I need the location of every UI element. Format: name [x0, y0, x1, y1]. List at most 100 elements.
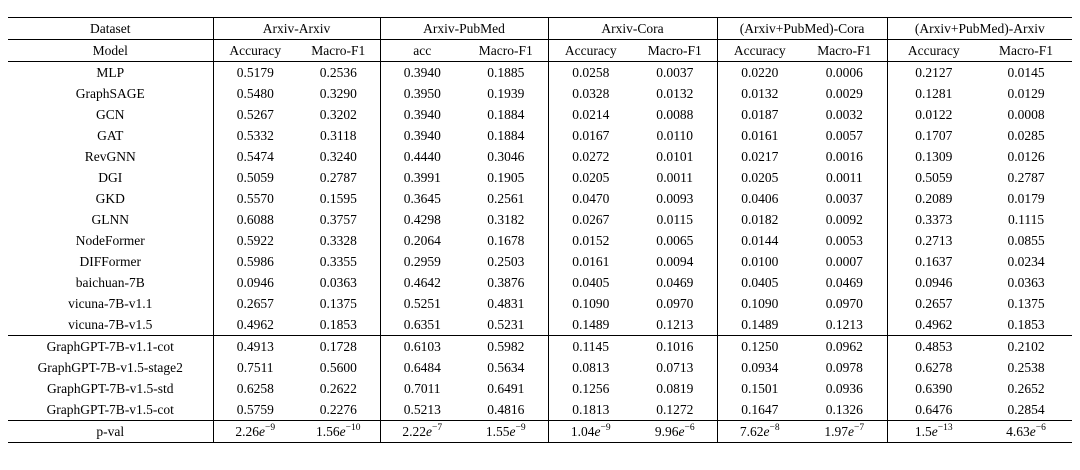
- value-cell: 0.1707: [886, 125, 981, 146]
- value-cell: 0.0978: [825, 360, 863, 375]
- value-cell: 0.4831: [487, 296, 525, 311]
- value-cell: 0.0016: [825, 149, 863, 164]
- value-cell: 0.1213: [656, 317, 694, 332]
- pval-exponent: −9: [515, 423, 526, 433]
- pval-value-cell: 2.26e−9: [212, 420, 297, 443]
- value-cell: 0.0220: [716, 61, 803, 83]
- value-cell: 0.5570: [212, 188, 297, 209]
- metric-header-cell: Macro-F1: [464, 39, 548, 62]
- table-row: baichuan-7B 0.0946 0.0363 0.4642 0.3876 0.040…: [8, 272, 1072, 293]
- value-cell: 0.1309: [886, 146, 981, 167]
- value-cell: 0.6351: [379, 314, 464, 336]
- value-cell: 0.6390: [886, 378, 981, 399]
- value-cell: 0.0037: [656, 65, 694, 80]
- value-cell: 0.0110: [656, 128, 694, 143]
- value-cell: 0.1728: [297, 335, 380, 357]
- pval-exponent: −6: [1035, 423, 1046, 433]
- value-cell: 0.0182: [716, 209, 803, 230]
- value-cell: 0.0161: [716, 125, 803, 146]
- value-cell: 0.0363: [319, 275, 357, 290]
- value-cell: 0.2713: [886, 230, 981, 251]
- pval-value-cell: 4.63e−6: [980, 420, 1073, 443]
- value-cell: 0.0819: [656, 381, 694, 396]
- value-cell: 0.0129: [1007, 86, 1045, 101]
- value-cell: 0.2102: [980, 335, 1073, 357]
- value-cell: 0.0101: [656, 149, 694, 164]
- value-cell: 0.0405: [547, 272, 633, 293]
- value-cell: 0.0132: [716, 83, 803, 104]
- value-cell: 0.0029: [825, 86, 863, 101]
- value-cell: 0.0037: [825, 191, 863, 206]
- value-cell: 0.2854: [1007, 402, 1045, 417]
- value-cell: 0.1678: [487, 233, 525, 248]
- value-cell: 0.0006: [825, 65, 863, 80]
- value-cell: 0.3645: [379, 188, 464, 209]
- model-name-cell: GLNN: [91, 212, 130, 227]
- value-cell: 0.0946: [212, 272, 297, 293]
- value-cell: 0.0088: [656, 107, 694, 122]
- value-cell: 0.0057: [825, 128, 863, 143]
- value-cell: 0.1281: [886, 83, 981, 104]
- value-cell: 0.0145: [1007, 65, 1045, 80]
- value-cell: 0.4298: [379, 209, 464, 230]
- pval-e-symbol: e: [426, 424, 432, 439]
- group-header-cell: (Arxiv+PubMed)-Arxiv: [886, 17, 1073, 40]
- group-header-cell: Arxiv-PubMed: [379, 17, 548, 40]
- value-cell: 0.0011: [656, 170, 694, 185]
- value-cell: 0.3373: [886, 209, 981, 230]
- value-cell: 0.0234: [1007, 254, 1045, 269]
- value-cell: 0.4440: [379, 146, 464, 167]
- model-name-cell: GKD: [95, 191, 125, 206]
- pval-exponent: −9: [600, 423, 611, 433]
- value-cell: 0.6278: [886, 357, 981, 378]
- value-cell: 0.3046: [487, 149, 525, 164]
- value-cell: 0.5059: [212, 167, 297, 188]
- pval-value-cell: 2.22e−7: [379, 420, 464, 443]
- metric-header-cell: Accuracy: [547, 39, 633, 62]
- value-cell: 0.5474: [212, 146, 297, 167]
- value-cell: 0.0469: [825, 275, 863, 290]
- model-name-cell: DGI: [98, 170, 123, 185]
- value-cell: 0.3940: [379, 125, 464, 146]
- value-cell: 0.4853: [886, 335, 981, 357]
- value-cell: 0.0122: [886, 104, 981, 125]
- value-cell: 0.1489: [547, 314, 633, 336]
- value-cell: 0.0126: [1007, 149, 1045, 164]
- group-header-cell: Arxiv-Arxiv: [212, 17, 380, 40]
- value-cell: 0.1375: [1007, 296, 1045, 311]
- value-cell: 0.0167: [547, 125, 633, 146]
- value-cell: 0.7511: [212, 357, 297, 378]
- model-header-cell: Model: [8, 39, 213, 62]
- value-cell: 0.6258: [212, 378, 297, 399]
- model-name-cell: RevGNN: [84, 149, 136, 164]
- table-row: GLNN 0.6088 0.3757 0.4298 0.3182 0.0267 0.0115…: [8, 209, 1072, 230]
- benchmark-results-table: Dataset Arxiv-Arxiv Arxiv-PubMed Arxiv-Cora…: [8, 17, 1073, 443]
- table-body: MLP 0.5179 0.2536 0.3940 0.1885 0.0258 0.0037 0…: [8, 61, 1073, 443]
- value-cell: 0.1885: [487, 65, 525, 80]
- value-cell: 0.6476: [886, 399, 981, 421]
- value-cell: 0.6103: [379, 335, 464, 357]
- value-cell: 0.1489: [716, 314, 803, 336]
- value-cell: 0.5480: [212, 83, 297, 104]
- value-cell: 0.4962: [886, 314, 981, 336]
- value-cell: 0.2657: [886, 293, 981, 314]
- value-cell: 0.0946: [886, 272, 981, 293]
- value-cell: 0.0285: [1007, 128, 1045, 143]
- value-cell: 0.2622: [319, 381, 357, 396]
- pval-mantissa: 2.26: [235, 424, 259, 439]
- value-cell: 0.1090: [716, 293, 803, 314]
- value-cell: 0.2787: [1007, 170, 1045, 185]
- pval-mantissa: 2.22: [402, 424, 426, 439]
- model-name-cell: GCN: [95, 107, 125, 122]
- value-cell: 0.2538: [1007, 360, 1045, 375]
- pval-exponent: −9: [265, 423, 276, 433]
- table-header: Dataset Arxiv-Arxiv Arxiv-PubMed Arxiv-Cora…: [8, 17, 1073, 62]
- pval-label-cell: p-val: [8, 420, 213, 443]
- value-cell: 0.2959: [379, 251, 464, 272]
- value-cell: 0.0470: [547, 188, 633, 209]
- value-cell: 0.0100: [716, 251, 803, 272]
- table-row: GKD 0.5570 0.1595 0.3645 0.2561 0.0470 0.0093 0…: [8, 188, 1072, 209]
- model-name-cell: baichuan-7B: [75, 275, 145, 290]
- value-cell: 0.7011: [379, 378, 464, 399]
- value-cell: 0.1272: [656, 402, 694, 417]
